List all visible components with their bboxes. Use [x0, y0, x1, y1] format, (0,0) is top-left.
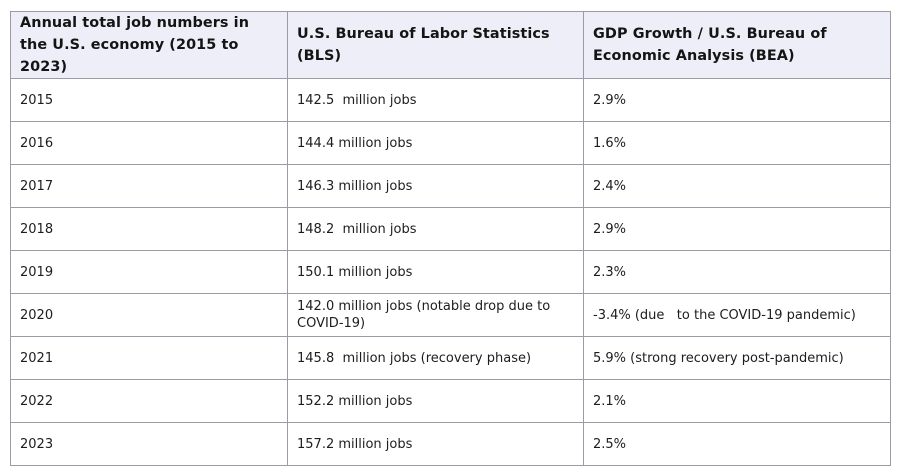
gdp-cell: 2.9% — [583, 207, 891, 251]
gdp-cell: 2.5% — [583, 422, 891, 466]
gdp-cell: 2.4% — [583, 164, 891, 208]
year-cell: 2015 — [10, 78, 288, 122]
gdp-cell: 2.1% — [583, 379, 891, 423]
year-cell: 2016 — [10, 121, 288, 165]
header-gdp-growth: GDP Growth / U.S. Bureau of Economic Ana… — [583, 11, 891, 79]
table-row: 2023 157.2 million jobs 2.5% — [10, 422, 891, 466]
jobs-cell: 152.2 million jobs — [287, 379, 584, 423]
jobs-cell: 145.8 million jobs (recovery phase) — [287, 336, 584, 380]
jobs-cell: 142.0 million jobs (notable drop due to … — [287, 293, 584, 337]
jobs-cell: 144.4 million jobs — [287, 121, 584, 165]
table-header: Annual total job numbers in the U.S. eco… — [10, 11, 891, 79]
year-cell: 2018 — [10, 207, 288, 251]
table-row: 2018 148.2 million jobs 2.9% — [10, 207, 891, 251]
gdp-cell: 1.6% — [583, 121, 891, 165]
jobs-gdp-table-container: Annual total job numbers in the U.S. eco… — [10, 11, 891, 466]
table-row: 2019 150.1 million jobs 2.3% — [10, 250, 891, 294]
year-cell: 2020 — [10, 293, 288, 337]
jobs-cell: 142.5 million jobs — [287, 78, 584, 122]
jobs-gdp-table: Annual total job numbers in the U.S. eco… — [10, 11, 891, 466]
year-cell: 2019 — [10, 250, 288, 294]
gdp-cell: 5.9% (strong recovery post-pandemic) — [583, 336, 891, 380]
jobs-cell: 157.2 million jobs — [287, 422, 584, 466]
jobs-cell: 148.2 million jobs — [287, 207, 584, 251]
jobs-cell: 146.3 million jobs — [287, 164, 584, 208]
jobs-cell: 150.1 million jobs — [287, 250, 584, 294]
table-row: 2016 144.4 million jobs 1.6% — [10, 121, 891, 165]
table-row: 2017 146.3 million jobs 2.4% — [10, 164, 891, 208]
table-row: 2020 142.0 million jobs (notable drop du… — [10, 293, 891, 337]
table-body: 2015 142.5 million jobs 2.9% 2016 144.4 … — [10, 78, 891, 466]
year-cell: 2023 — [10, 422, 288, 466]
year-cell: 2022 — [10, 379, 288, 423]
header-row: Annual total job numbers in the U.S. eco… — [10, 11, 891, 79]
year-cell: 2017 — [10, 164, 288, 208]
table-row: 2022 152.2 million jobs 2.1% — [10, 379, 891, 423]
header-year: Annual total job numbers in the U.S. eco… — [10, 11, 288, 79]
header-bls-jobs: U.S. Bureau of Labor Statistics (BLS) — [287, 11, 584, 79]
gdp-cell: -3.4% (due to the COVID-19 pandemic) — [583, 293, 891, 337]
year-cell: 2021 — [10, 336, 288, 380]
table-row: 2021 145.8 million jobs (recovery phase)… — [10, 336, 891, 380]
gdp-cell: 2.9% — [583, 78, 891, 122]
table-row: 2015 142.5 million jobs 2.9% — [10, 78, 891, 122]
gdp-cell: 2.3% — [583, 250, 891, 294]
